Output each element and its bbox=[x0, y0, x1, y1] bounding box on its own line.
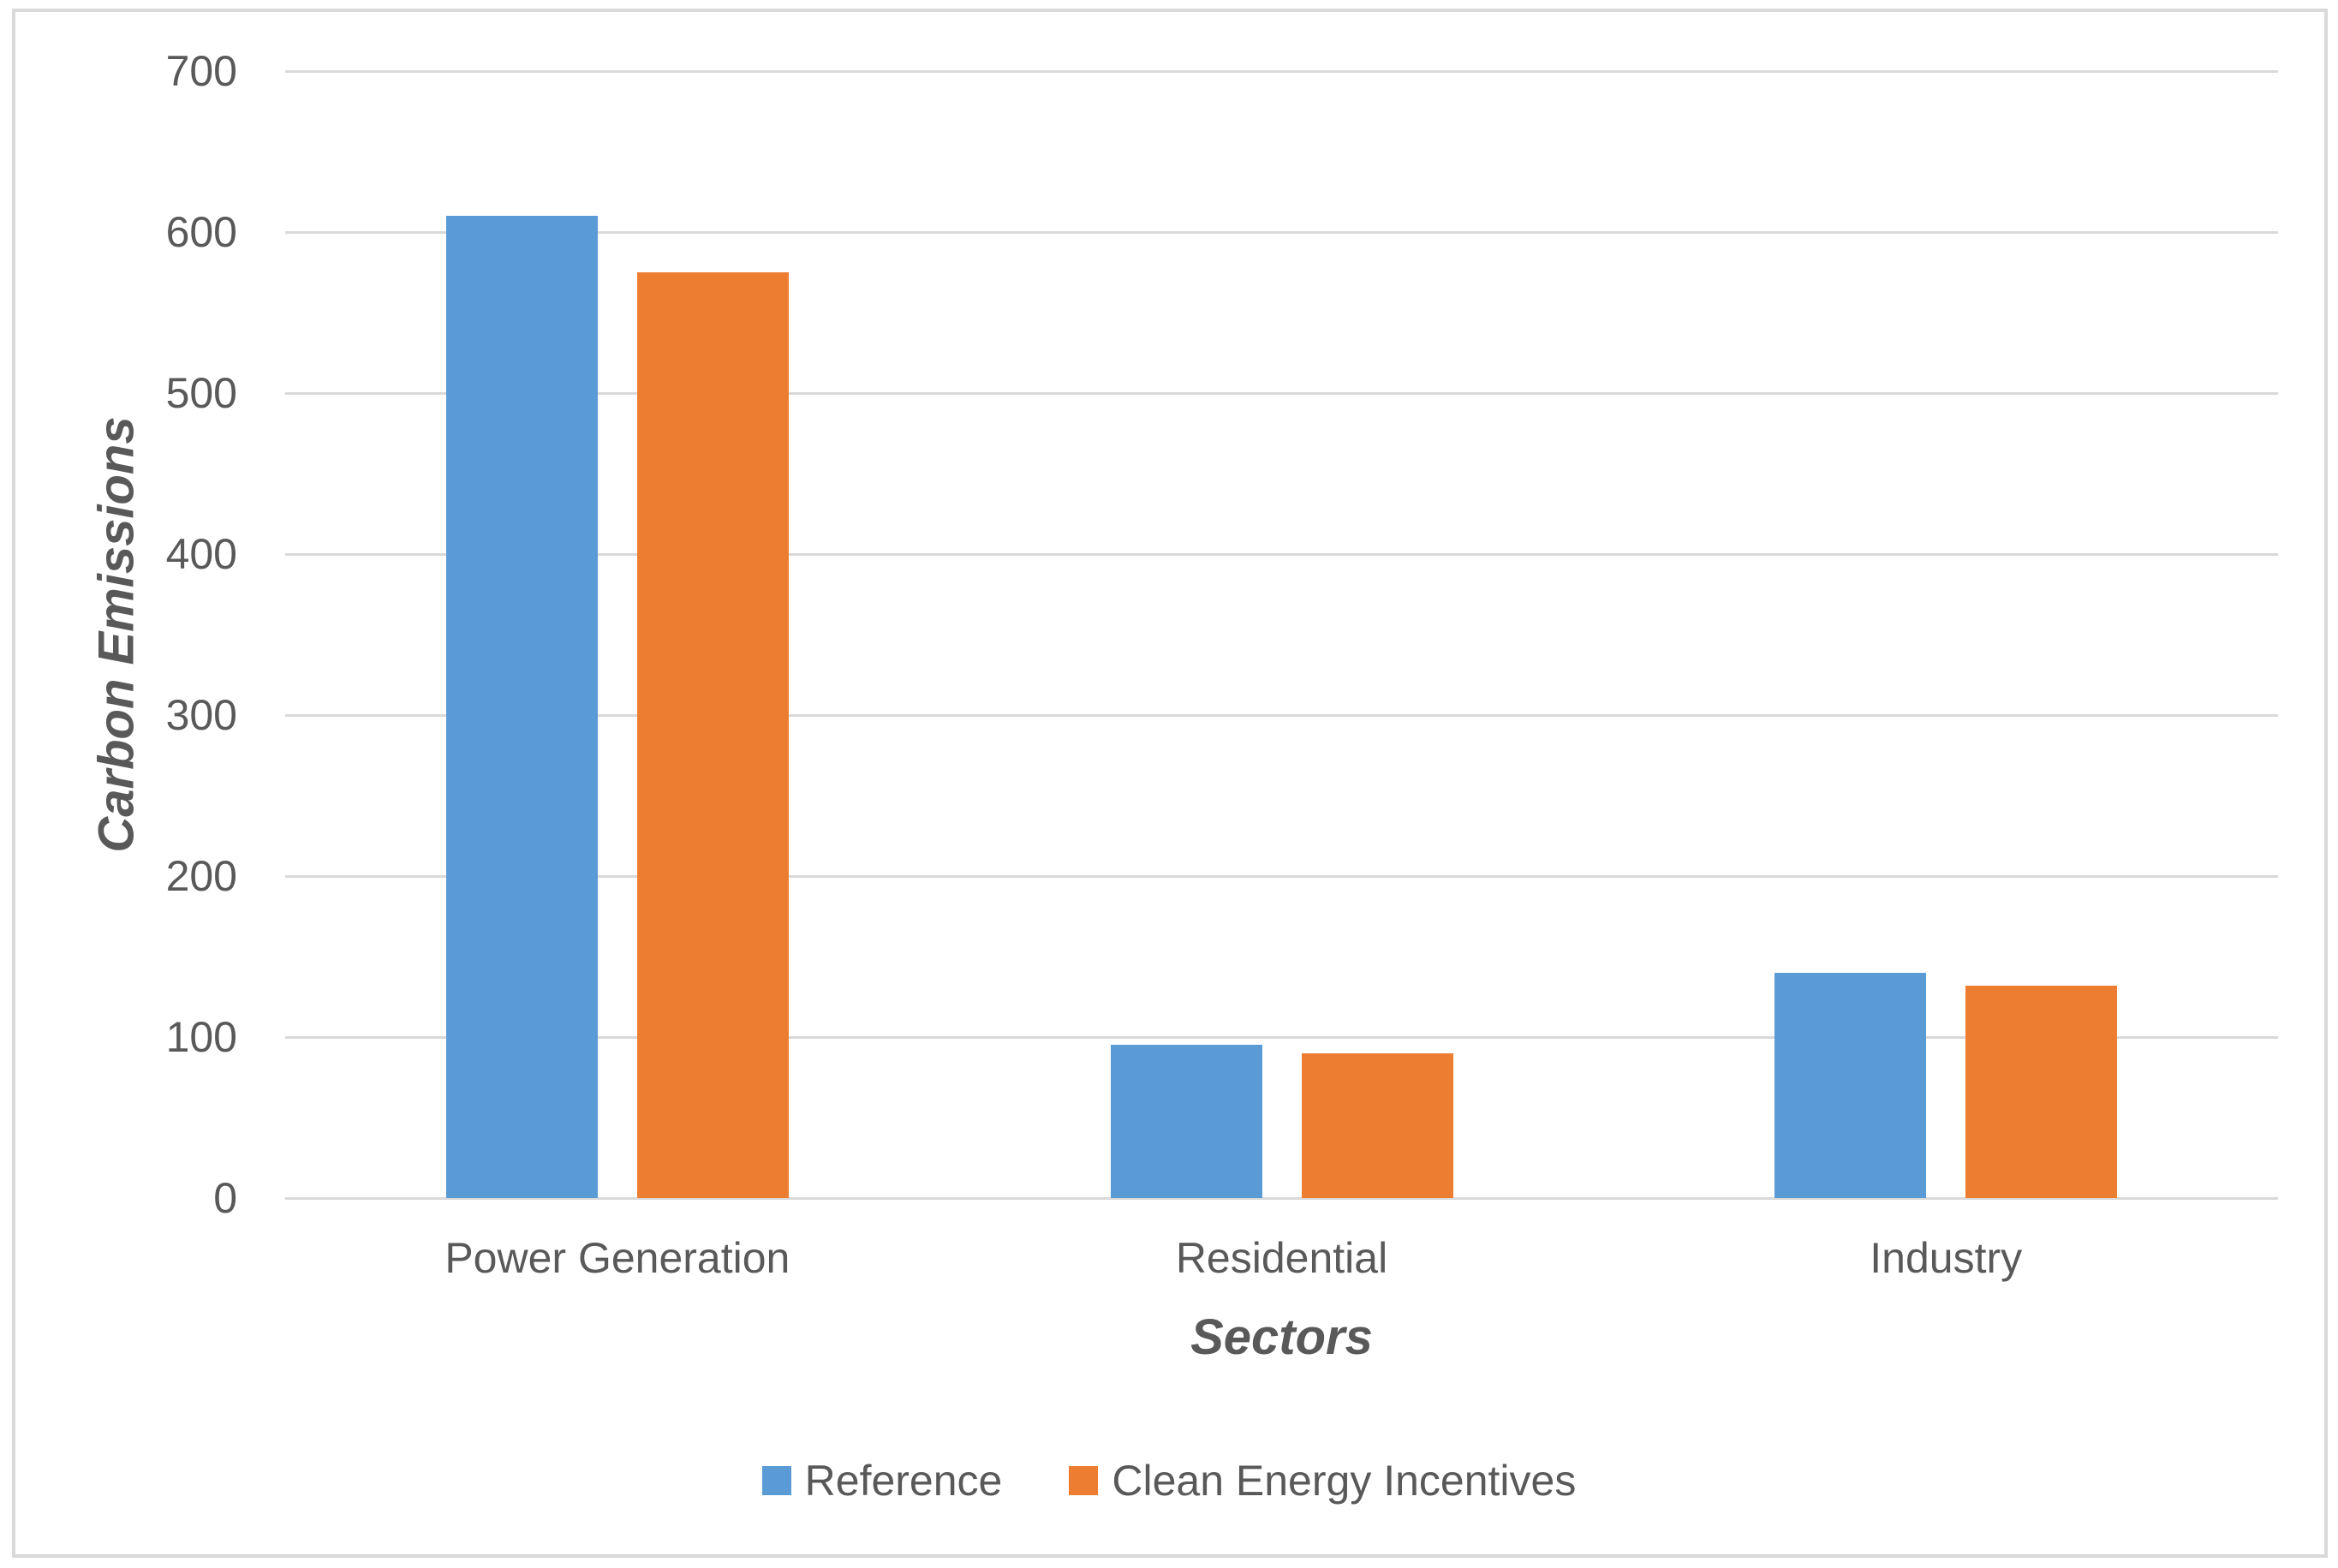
category-group-industry bbox=[1613, 71, 2278, 1198]
y-tick-label-0: 0 bbox=[213, 1174, 237, 1222]
legend-label-clean-energy-incentives: Clean Energy Incentives bbox=[1112, 1457, 1577, 1505]
legend-label-reference: Reference bbox=[804, 1457, 1003, 1505]
y-axis-tick-labels: 0 100 200 300 400 500 600 700 bbox=[0, 47, 237, 1222]
y-tick-label-400: 400 bbox=[165, 530, 237, 578]
y-tick-label-200: 200 bbox=[165, 852, 237, 900]
category-group-power-generation bbox=[285, 71, 950, 1198]
gridline-400 bbox=[285, 552, 2278, 556]
gridline-200 bbox=[285, 874, 2278, 878]
gridline-700 bbox=[285, 69, 2278, 73]
y-tick-label-700: 700 bbox=[165, 47, 237, 95]
bar-reference-industry bbox=[1774, 972, 1927, 1198]
category-group-residential bbox=[950, 71, 1614, 1198]
gridline-500 bbox=[285, 391, 2278, 395]
y-tick-label-500: 500 bbox=[165, 369, 237, 417]
y-tick-label-300: 300 bbox=[165, 691, 237, 739]
bar-clean-energy-incentives-power-generation bbox=[636, 272, 789, 1198]
legend-swatch-clean-energy-incentives bbox=[1069, 1466, 1099, 1495]
gridline-100 bbox=[285, 1035, 2278, 1039]
chart-frame-border bbox=[12, 9, 2328, 1558]
legend-item-reference: Reference bbox=[761, 1456, 1003, 1505]
legend-swatch-reference bbox=[761, 1466, 791, 1495]
gridline-600 bbox=[285, 230, 2278, 234]
y-tick-label-600: 600 bbox=[165, 208, 237, 256]
bar-clean-energy-incentives-industry bbox=[1965, 985, 2118, 1198]
bar-reference-power-generation bbox=[445, 216, 598, 1198]
x-category-label-power-generation: Power Generation bbox=[444, 1234, 790, 1282]
x-axis-title: Sectors bbox=[1190, 1309, 1373, 1365]
legend-item-clean-energy-incentives: Clean Energy Incentives bbox=[1069, 1456, 1576, 1505]
x-category-label-residential: Residential bbox=[1175, 1234, 1388, 1282]
bar-clean-energy-incentives-residential bbox=[1301, 1052, 1453, 1198]
y-tick-label-100: 100 bbox=[165, 1013, 237, 1061]
x-axis-category-labels: Power Generation Residential Industry bbox=[285, 1233, 2278, 1283]
plot-area bbox=[285, 69, 2278, 1200]
bar-reference-residential bbox=[1110, 1045, 1262, 1198]
x-category-label-industry: Industry bbox=[1870, 1234, 2023, 1282]
bars-container bbox=[285, 71, 2278, 1198]
gridline-0 bbox=[285, 1196, 2278, 1200]
gridline-300 bbox=[285, 713, 2278, 717]
legend: Reference Clean Energy Incentives bbox=[0, 1456, 2338, 1505]
